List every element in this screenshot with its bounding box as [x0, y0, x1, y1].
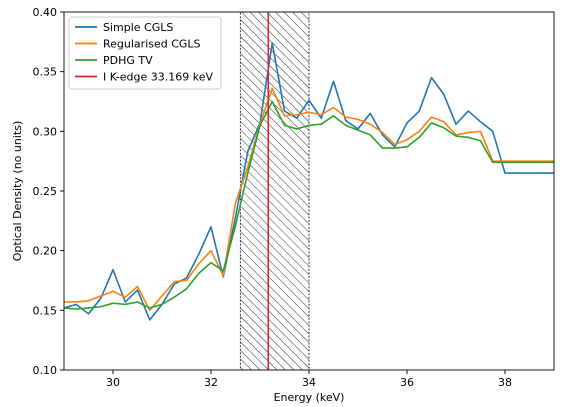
plot-content [64, 12, 554, 370]
legend-entry: Simple CGLS [103, 21, 173, 34]
x-tick-label: 36 [400, 376, 414, 389]
series-line-simple-cgls [64, 42, 554, 321]
legend-entry: PDHG TV [103, 54, 153, 67]
series-line-pdhg-tv [64, 100, 554, 310]
y-tick-label: 0.30 [33, 125, 58, 138]
legend: Simple CGLS Regularised CGLS PDHG TV I K-ed… [68, 16, 222, 90]
legend-entry: I K-edge 33.169 keV [103, 71, 213, 84]
x-tick-label: 30 [106, 376, 120, 389]
x-tick-label: 38 [498, 376, 512, 389]
y-tick-label: 0.10 [33, 364, 58, 377]
y-tick-label: 0.25 [33, 185, 58, 198]
x-axis-label: Energy (keV) [274, 391, 345, 404]
legend-entry: Regularised CGLS [103, 38, 201, 51]
shaded-region [239, 12, 310, 370]
y-tick-label: 0.35 [33, 66, 58, 79]
y-tick-label: 0.15 [33, 304, 58, 317]
legend-box [68, 16, 222, 90]
x-tick-label: 32 [204, 376, 218, 389]
x-tick-label: 34 [302, 376, 316, 389]
y-tick-label: 0.20 [33, 245, 58, 258]
series-line-regularised-cgls [64, 87, 554, 312]
y-axis-label: Optical Density (no units) [11, 121, 24, 262]
y-tick-label: 0.40 [33, 6, 58, 19]
